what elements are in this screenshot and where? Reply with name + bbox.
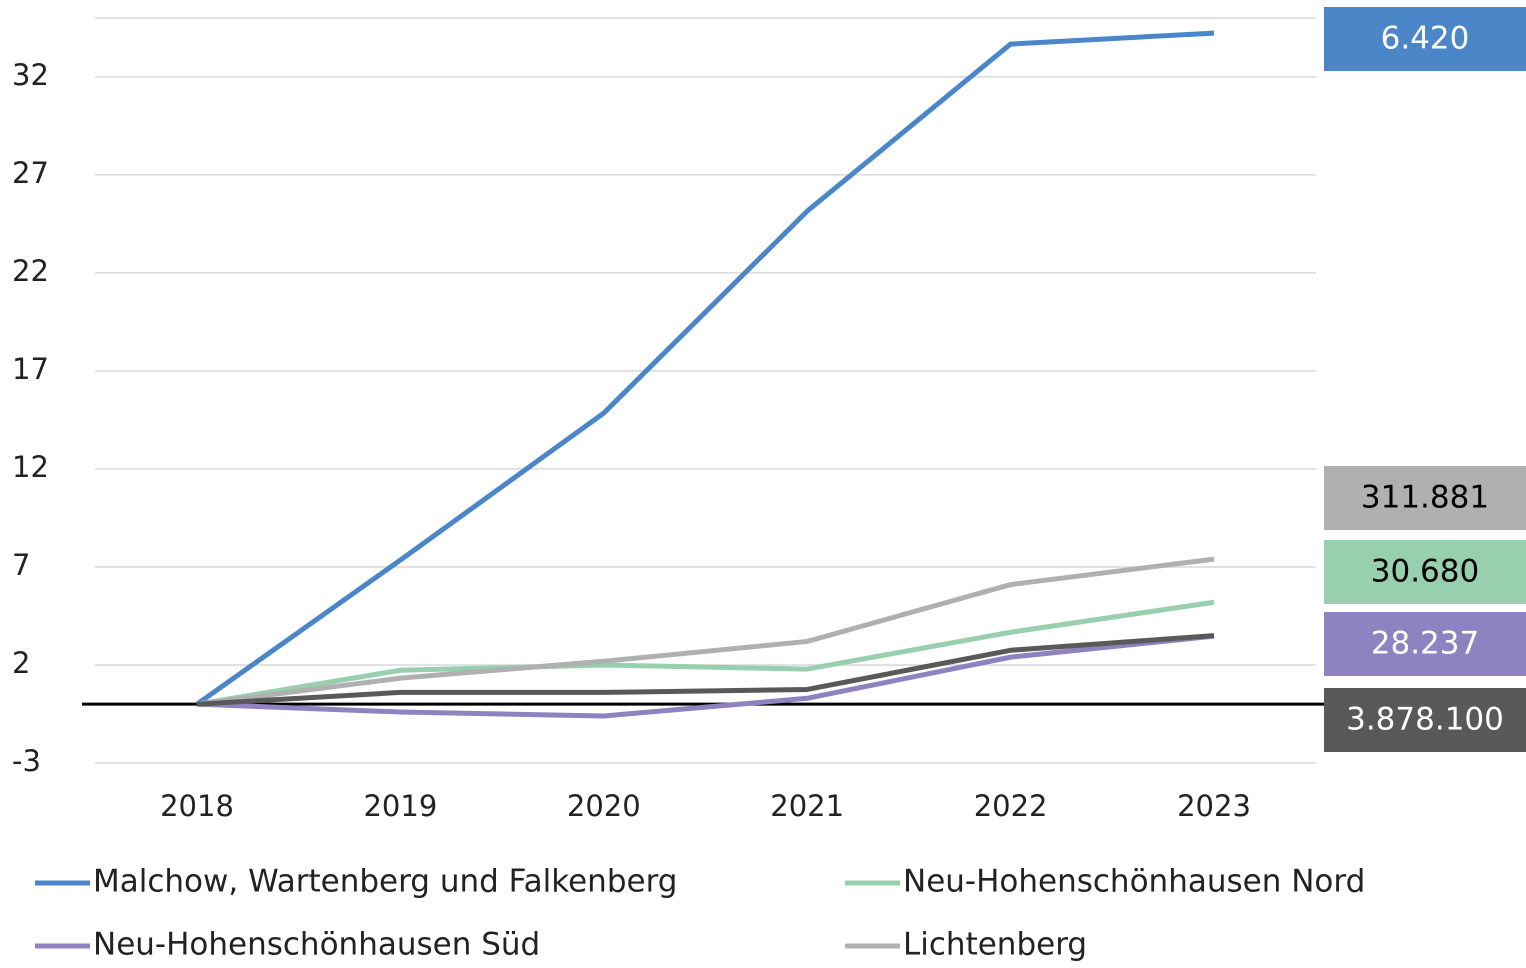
- x-tick-label: 2023: [1177, 789, 1251, 823]
- end-label: 3.878.100: [1346, 702, 1504, 738]
- legend-label: Neu-Hohenschönhausen Süd: [93, 927, 540, 963]
- legend-label: Lichtenberg: [903, 927, 1087, 963]
- y-tick-label: 32: [12, 58, 49, 92]
- y-tick-label: 7: [12, 548, 30, 582]
- end-label-box: [1324, 540, 1526, 604]
- end-label: 311.881: [1361, 480, 1489, 516]
- series-line: [196, 556, 1215, 707]
- x-tick-label: 2021: [770, 789, 844, 823]
- legend-label: Neu-Hohenschönhausen Nord: [903, 864, 1365, 900]
- end-label: 6.420: [1381, 21, 1470, 57]
- series-line: [196, 633, 1215, 707]
- x-tick-label: 2018: [160, 789, 234, 823]
- y-tick-label: 17: [12, 352, 49, 386]
- series-line: [196, 599, 1215, 707]
- y-tick-label: 2: [12, 646, 30, 680]
- series-line: [196, 633, 1215, 719]
- end-label: 28.237: [1371, 626, 1479, 662]
- y-tick-label: 22: [12, 254, 49, 288]
- x-tick-label: 2019: [363, 789, 437, 823]
- end-label-box: [1324, 688, 1526, 752]
- legend-label: Malchow, Wartenberg und Falkenberg: [93, 864, 677, 900]
- series-line: [195, 30, 1215, 707]
- y-tick-label: 27: [12, 156, 49, 190]
- y-tick-label: -3: [12, 744, 41, 778]
- end-label-box: [1324, 7, 1526, 71]
- end-label: 30.680: [1371, 554, 1479, 590]
- end-label-box: [1324, 612, 1526, 676]
- y-tick-label: 12: [12, 450, 49, 484]
- end-label-box: [1324, 466, 1526, 530]
- x-tick-label: 2020: [567, 789, 641, 823]
- x-tick-label: 2022: [974, 789, 1048, 823]
